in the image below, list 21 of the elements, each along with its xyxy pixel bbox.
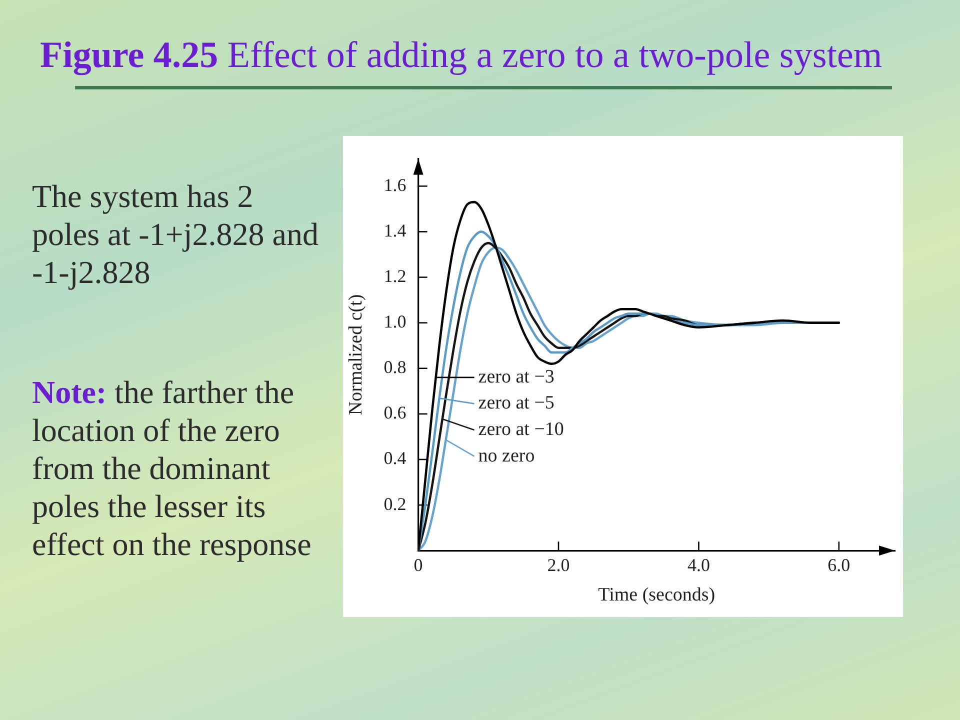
legend-label: zero at −5 bbox=[478, 392, 554, 414]
chart-title: Figure 4.25 Effect of adding a zero to a two-pole system bbox=[40, 35, 882, 76]
y-tick-label: 1.4 bbox=[384, 220, 406, 240]
text: The system has 2 poles at -1+j2.828 and -1-j2.828 bbox=[32, 177, 320, 291]
y-tick-label: 1.0 bbox=[384, 312, 406, 332]
x-tick-label: 2.0 bbox=[547, 555, 570, 576]
y-tick-label: 0.8 bbox=[384, 357, 406, 378]
legend-label: zero at −10 bbox=[478, 419, 564, 440]
y-tick-label: 1.2 bbox=[384, 266, 406, 286]
x-axis-title: Time (seconds) bbox=[598, 584, 716, 606]
y-tick-label: 0.6 bbox=[384, 402, 406, 423]
y-axis-title: Normalized c(t) bbox=[345, 294, 366, 416]
y-tick-label: 1.6 bbox=[384, 174, 406, 195]
legend-label: zero at −3 bbox=[478, 366, 554, 388]
x-tick-label: 4.0 bbox=[687, 555, 710, 576]
legend-label: no zero bbox=[478, 445, 535, 466]
x-tick-label: 6.0 bbox=[828, 555, 850, 576]
text: Note: the farther the location of the zero from the dominant poles the lesser its effect on the response bbox=[32, 374, 312, 562]
y-tick-label: 0.4 bbox=[384, 448, 406, 468]
y-tick-label: 0.2 bbox=[384, 494, 406, 514]
x-tick-label: 0 bbox=[414, 555, 423, 576]
